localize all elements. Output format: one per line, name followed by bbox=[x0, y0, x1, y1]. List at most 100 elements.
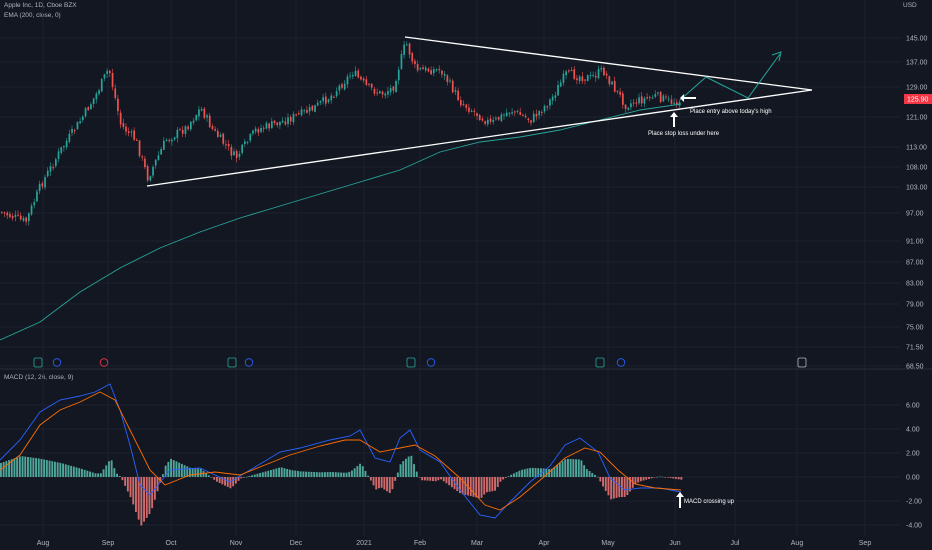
candle-body bbox=[608, 76, 611, 85]
histogram-bar bbox=[97, 473, 100, 477]
histogram-bar bbox=[429, 477, 432, 481]
macd-tick-label: 4.00 bbox=[906, 427, 920, 434]
candle-body bbox=[9, 214, 11, 218]
histogram-bar bbox=[567, 458, 569, 477]
histogram-bar bbox=[207, 475, 210, 477]
time-axis[interactable]: Aug Sep Oct Nov Dec 2021 Feb Mar Apr May Jun Jul Aug… bbox=[37, 540, 872, 547]
candle-body bbox=[595, 75, 597, 78]
candle-body bbox=[603, 67, 605, 76]
candle-body bbox=[289, 117, 292, 122]
candle-body bbox=[381, 91, 384, 95]
histogram-bar bbox=[450, 477, 453, 488]
histogram-bar bbox=[367, 475, 370, 477]
candle-body bbox=[295, 114, 297, 116]
histogram-bar bbox=[313, 472, 316, 477]
histogram-bar bbox=[639, 477, 642, 482]
candle-body bbox=[262, 127, 265, 129]
histogram-bar bbox=[32, 457, 35, 477]
histogram-bar bbox=[561, 461, 564, 477]
candle-body bbox=[127, 131, 130, 133]
candle-body bbox=[257, 129, 260, 133]
candle-body bbox=[117, 98, 119, 112]
candlestick-series bbox=[1, 40, 681, 226]
candle-body bbox=[103, 74, 106, 79]
histogram-bar bbox=[383, 477, 386, 490]
histogram-bar bbox=[440, 477, 442, 480]
histogram-bar bbox=[126, 477, 129, 492]
candle-body bbox=[333, 96, 335, 98]
histogram-bar bbox=[502, 477, 505, 480]
candle-body bbox=[273, 120, 276, 124]
candle-body bbox=[33, 202, 36, 206]
candle-body bbox=[476, 113, 478, 116]
ema-indicator-label[interactable]: EMA (200, close, 0) bbox=[4, 12, 61, 19]
projected-path bbox=[679, 53, 781, 101]
grid-lines bbox=[0, 0, 900, 536]
candle-body bbox=[605, 73, 608, 76]
histogram-bar bbox=[72, 466, 75, 477]
time-tick-label: Dec bbox=[290, 540, 303, 547]
candle-body bbox=[457, 90, 459, 101]
candle-body bbox=[368, 83, 370, 85]
triangle-lower-line[interactable] bbox=[146, 89, 813, 187]
histogram-bar bbox=[604, 477, 607, 491]
candle-body bbox=[41, 183, 44, 187]
histogram-bar bbox=[191, 468, 194, 477]
macd-indicator-label[interactable]: MACD (12, 26, close, 9) bbox=[4, 374, 74, 381]
candle-body bbox=[187, 126, 189, 130]
candle-body bbox=[63, 146, 65, 148]
histogram-bar bbox=[318, 472, 321, 477]
macd-axis[interactable]: 6.00 4.00 2.00 0.00 -2.00 -4.00 bbox=[906, 403, 922, 530]
currency-label[interactable]: USD bbox=[903, 2, 917, 9]
candle-body bbox=[365, 79, 368, 85]
histogram-bar bbox=[234, 477, 237, 484]
histogram-bar bbox=[456, 477, 459, 492]
candle-body bbox=[227, 143, 230, 147]
candle-body bbox=[46, 170, 49, 177]
histogram-bar bbox=[116, 473, 118, 477]
candle-body bbox=[557, 85, 559, 96]
candle-body bbox=[543, 105, 546, 112]
histogram-bar bbox=[29, 457, 32, 477]
candle-body bbox=[119, 112, 122, 125]
histogram-bar bbox=[359, 463, 361, 477]
price-tick-label: 108.00 bbox=[906, 165, 928, 172]
histogram-bar bbox=[472, 477, 475, 497]
candle-body bbox=[235, 151, 238, 158]
candle-body bbox=[649, 96, 651, 98]
histogram-bar bbox=[237, 477, 240, 481]
histogram-bar bbox=[264, 471, 267, 477]
candle-body bbox=[662, 95, 665, 102]
candle-body bbox=[559, 82, 562, 87]
candle-body bbox=[73, 130, 76, 132]
candle-body bbox=[392, 86, 395, 91]
histogram-bar bbox=[348, 471, 351, 477]
price-axis[interactable]: 145.00 137.00 129.00 121.00 113.00 108.00 103.… bbox=[906, 36, 928, 371]
candle-body bbox=[568, 70, 570, 72]
histogram-bar bbox=[210, 477, 213, 478]
candle-body bbox=[208, 115, 211, 128]
histogram-bar bbox=[437, 477, 440, 481]
histogram-bar bbox=[626, 477, 629, 496]
triangle-upper-line[interactable] bbox=[404, 36, 813, 91]
histogram-bar bbox=[48, 460, 51, 477]
candle-body bbox=[573, 69, 576, 79]
candle-body bbox=[522, 114, 524, 116]
candle-body bbox=[44, 177, 46, 188]
candle-body bbox=[411, 52, 414, 62]
candle-body bbox=[657, 92, 659, 94]
candle-body bbox=[395, 80, 397, 92]
candle-body bbox=[55, 159, 57, 166]
histogram-bar bbox=[81, 468, 83, 477]
histogram-bar bbox=[99, 473, 102, 477]
time-tick-label: Aug bbox=[791, 540, 804, 547]
candle-body bbox=[136, 139, 138, 141]
histogram-bar bbox=[677, 477, 680, 480]
histogram-bar bbox=[634, 477, 637, 485]
histogram-bar bbox=[199, 468, 202, 477]
histogram-bar bbox=[629, 477, 631, 492]
histogram-bar bbox=[248, 476, 251, 477]
histogram-bar bbox=[24, 456, 27, 477]
candle-body bbox=[481, 118, 484, 121]
